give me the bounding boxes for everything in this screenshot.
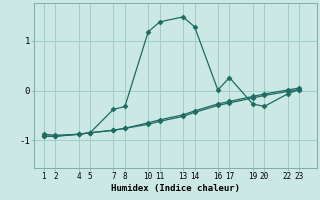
X-axis label: Humidex (Indice chaleur): Humidex (Indice chaleur) — [111, 184, 240, 193]
